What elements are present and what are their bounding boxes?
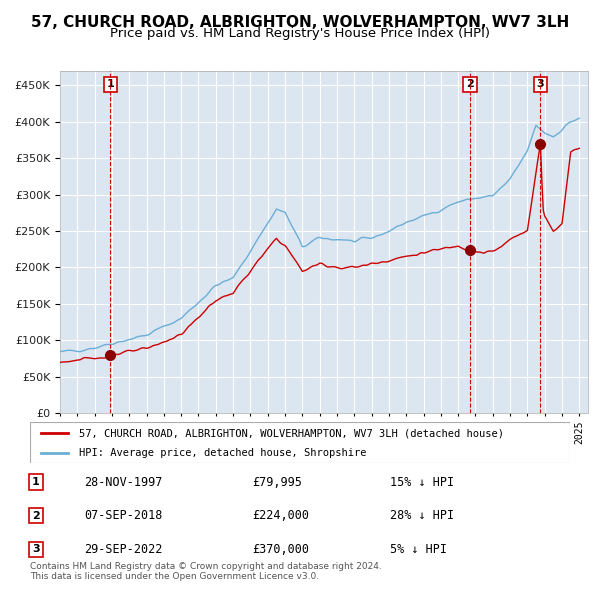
Text: 3: 3 (536, 80, 544, 90)
Text: 3: 3 (32, 545, 40, 554)
Text: HPI: Average price, detached house, Shropshire: HPI: Average price, detached house, Shro… (79, 448, 366, 458)
Text: 29-SEP-2022: 29-SEP-2022 (84, 543, 163, 556)
Text: 2: 2 (466, 80, 474, 90)
Text: 57, CHURCH ROAD, ALBRIGHTON, WOLVERHAMPTON, WV7 3LH: 57, CHURCH ROAD, ALBRIGHTON, WOLVERHAMPT… (31, 15, 569, 30)
Text: 15% ↓ HPI: 15% ↓ HPI (390, 476, 454, 489)
Text: 07-SEP-2018: 07-SEP-2018 (84, 509, 163, 522)
Text: £370,000: £370,000 (252, 543, 309, 556)
Text: 5% ↓ HPI: 5% ↓ HPI (390, 543, 447, 556)
Text: 57, CHURCH ROAD, ALBRIGHTON, WOLVERHAMPTON, WV7 3LH (detached house): 57, CHURCH ROAD, ALBRIGHTON, WOLVERHAMPT… (79, 428, 503, 438)
Text: 1: 1 (107, 80, 114, 90)
Text: £224,000: £224,000 (252, 509, 309, 522)
FancyBboxPatch shape (30, 422, 570, 463)
Text: Price paid vs. HM Land Registry's House Price Index (HPI): Price paid vs. HM Land Registry's House … (110, 27, 490, 40)
Text: 2: 2 (32, 511, 40, 520)
Text: 28-NOV-1997: 28-NOV-1997 (84, 476, 163, 489)
Text: Contains HM Land Registry data © Crown copyright and database right 2024.
This d: Contains HM Land Registry data © Crown c… (30, 562, 382, 581)
Text: 28% ↓ HPI: 28% ↓ HPI (390, 509, 454, 522)
Text: £79,995: £79,995 (252, 476, 302, 489)
Text: 1: 1 (32, 477, 40, 487)
